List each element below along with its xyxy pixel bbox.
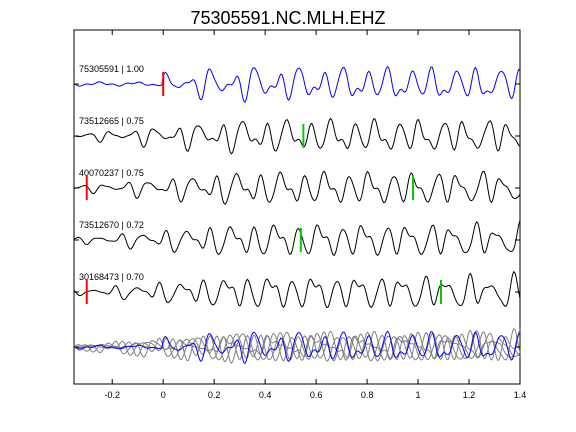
axes-box: [73, 29, 521, 385]
stack-reference-trace: [73, 330, 521, 365]
trace-labels-group: 75305591 | 1.00 73512665 | 0.75 40070237 |…: [79, 64, 144, 282]
stack-trace-1: [73, 330, 521, 364]
trace-label-0: 75305591 | 1.00: [79, 64, 144, 74]
trace-line-4: [73, 270, 521, 309]
x-tick-label-2: 0.2: [208, 390, 221, 400]
chart-title: 75305591.NC.MLH.EHZ: [190, 8, 386, 28]
x-tick-label-5: 0.8: [361, 390, 374, 400]
trace-label-1: 73512665 | 0.75: [79, 116, 144, 126]
trace-line-2: [73, 170, 521, 205]
trace-label-3: 73512670 | 0.72: [79, 220, 144, 230]
trace-label-4: 30168473 | 0.70: [79, 272, 144, 282]
trace-line-0: [73, 65, 521, 104]
stack-trace-2: [73, 331, 521, 363]
x-tick-label-7: 1.2: [463, 390, 476, 400]
trace-line-1: [73, 117, 521, 155]
x-tick-label-3: 0.4: [259, 390, 272, 400]
traces-group: [73, 65, 521, 365]
axes-frame: [73, 29, 521, 385]
x-ticks-group: -0.2 0 0.2 0.4 0.6 0.8 1 1.2 1.4: [104, 30, 526, 400]
x-tick-label-0: -0.2: [104, 390, 120, 400]
x-tick-label-1: 0: [161, 390, 166, 400]
trace-label-2: 40070237 | 0.75: [79, 168, 144, 178]
x-tick-label-8: 1.4: [514, 390, 527, 400]
x-tick-label-4: 0.6: [310, 390, 323, 400]
picks-group: [85, 72, 442, 304]
trace-line-3: [73, 220, 521, 257]
x-tick-label-6: 1: [416, 390, 421, 400]
